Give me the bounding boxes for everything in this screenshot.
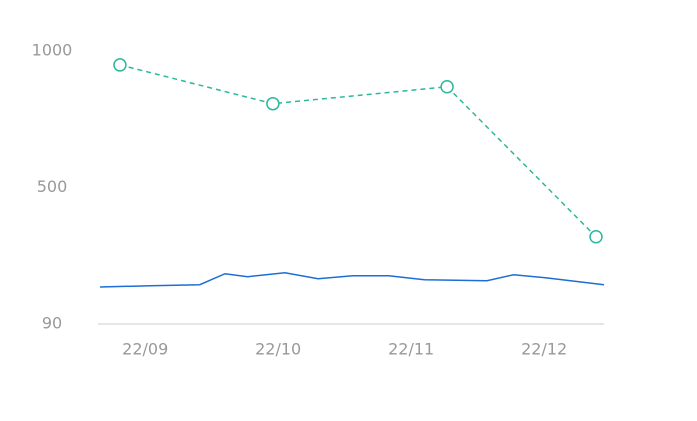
series-line — [119, 64, 597, 238]
series-line — [99, 271, 605, 288]
x-tick-label: 22/09 — [122, 340, 168, 359]
point-marker — [266, 96, 280, 111]
y-tick-label: 500 — [37, 177, 68, 196]
x-tick-label: 22/11 — [388, 340, 434, 359]
point-marker — [440, 80, 454, 94]
point-marker — [589, 230, 603, 244]
x-tick-label: 22/12 — [521, 340, 567, 359]
x-tick-label: 22/10 — [255, 340, 301, 359]
y-tick-label: 90 — [42, 314, 62, 333]
y-tick-label: 1000 — [32, 41, 73, 60]
point-marker — [113, 58, 127, 72]
